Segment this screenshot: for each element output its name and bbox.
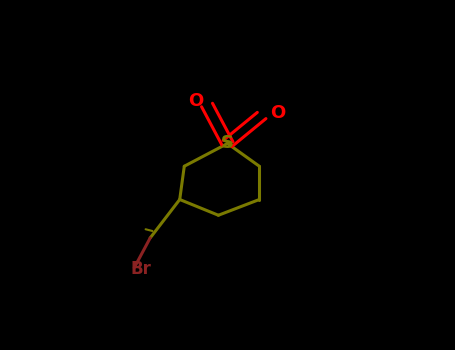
Text: O: O xyxy=(270,104,285,122)
Text: O: O xyxy=(188,92,203,110)
Text: S: S xyxy=(221,134,234,153)
Text: Br: Br xyxy=(131,260,152,279)
